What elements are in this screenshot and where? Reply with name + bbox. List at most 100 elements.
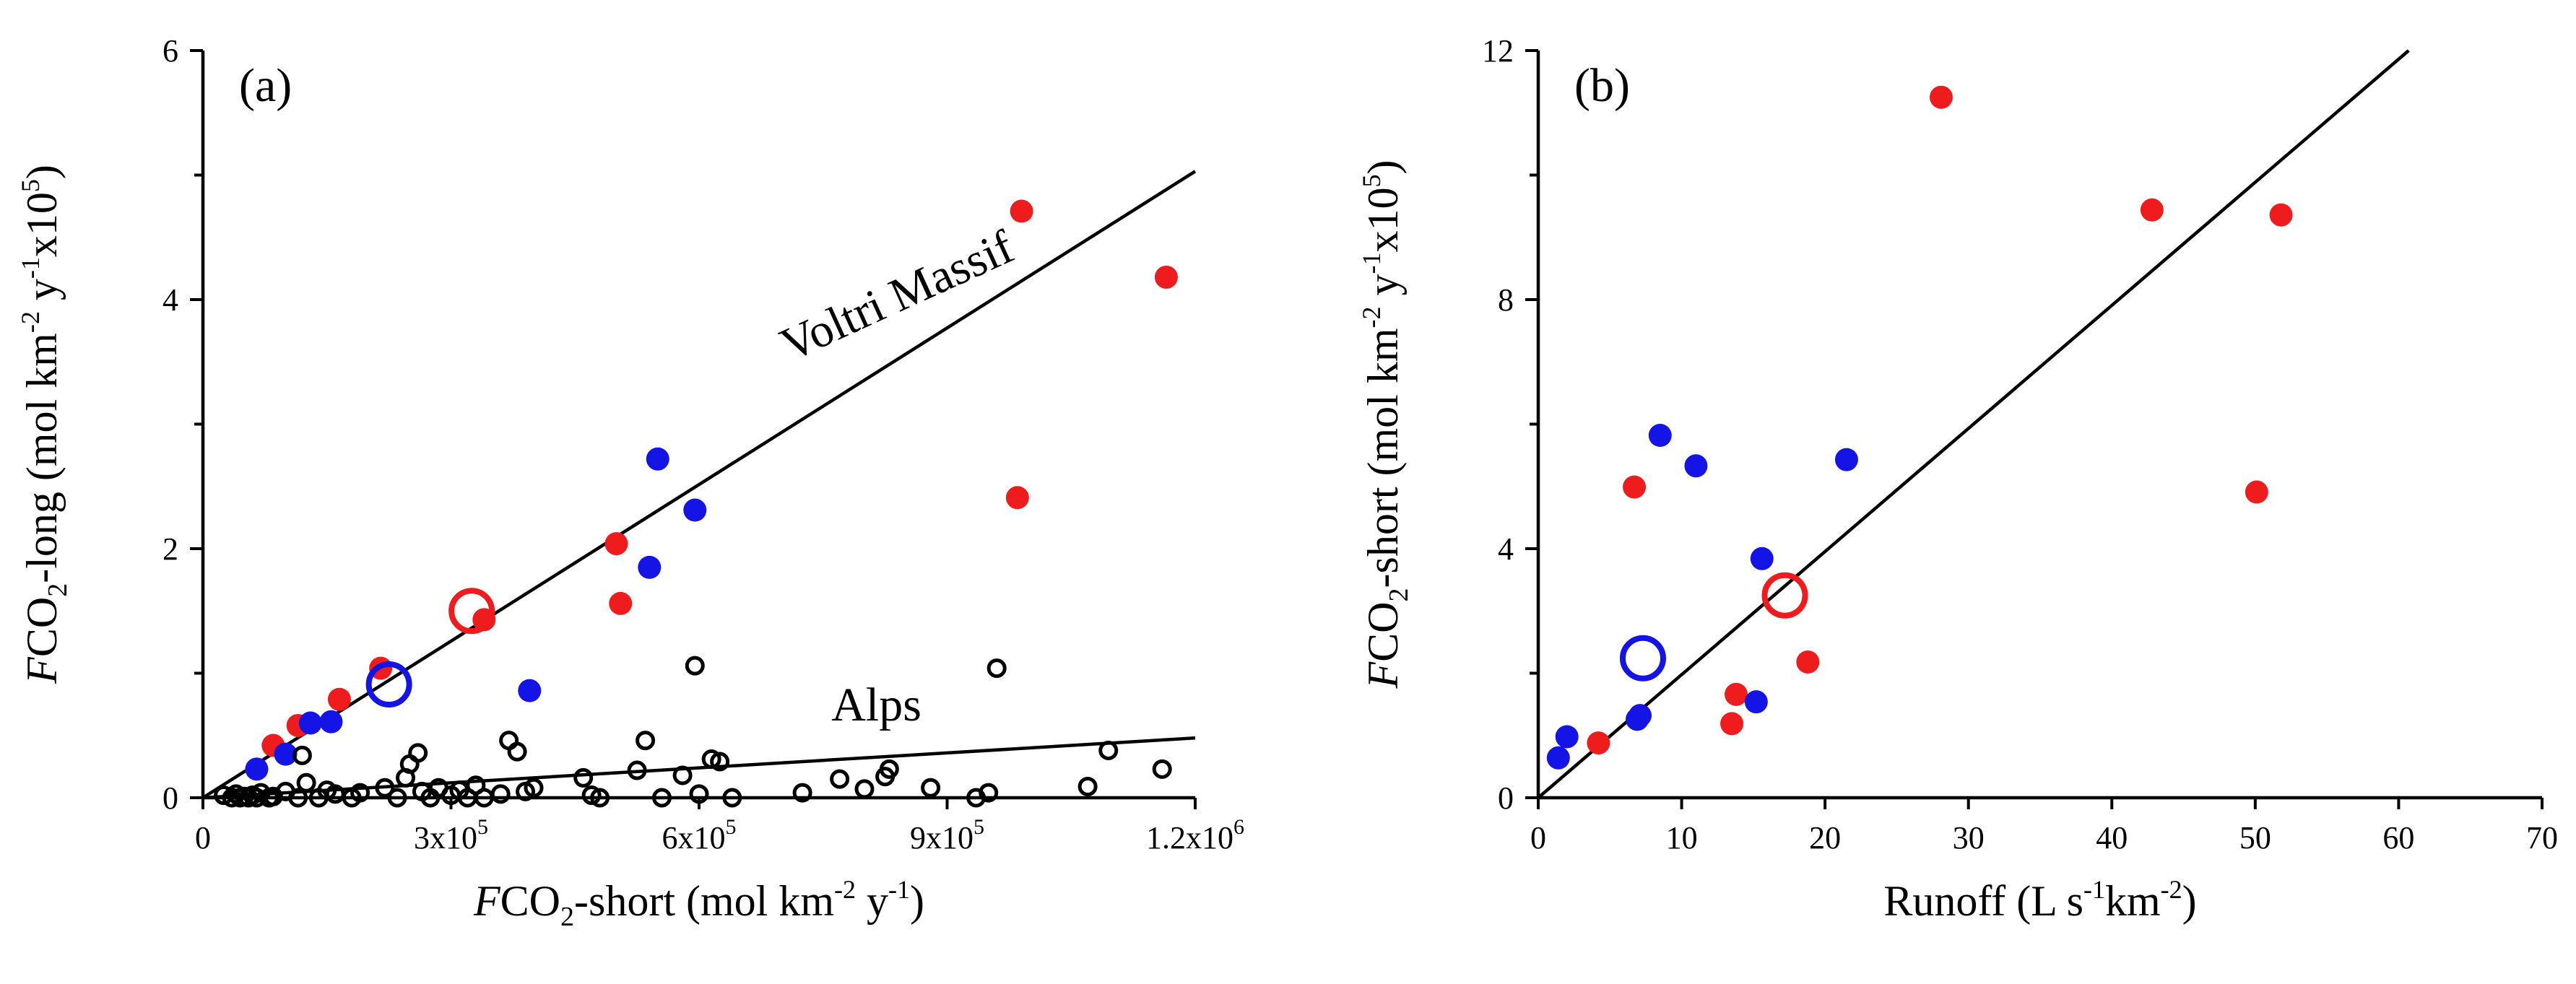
chart-b-point-blue-mean [1619, 635, 1666, 682]
chart-b-point-red [2140, 198, 2164, 222]
chart-a-point-alps [1098, 740, 1119, 760]
chart-a-fit-label: Voltri Massif [773, 220, 1022, 372]
chart-a-x-tick-label: 9x105 [910, 815, 984, 855]
chart-a-point-blue [518, 679, 542, 702]
chart-b-point-red [1725, 682, 1748, 706]
chart-a-point-alps [581, 785, 602, 806]
chart-a-point-alps [296, 772, 316, 793]
panel-a-axes: 0 2 4 6 0 3x105 6x105 9x105 1.2x106 [162, 33, 1244, 855]
chart-a-point-alps [636, 731, 656, 751]
chart-b-x-tick-label: 20 [1809, 820, 1841, 855]
panel-a-points [214, 199, 1178, 808]
chart-a-point-alps [590, 788, 610, 808]
chart-a-point-alps [408, 743, 428, 763]
panel-a-fit-lines [201, 170, 1197, 800]
chart-a-x-tick-label: 0 [195, 820, 211, 855]
chart-a-point-alps [375, 778, 395, 798]
chart-a-point-alps [288, 788, 308, 808]
chart-b-fit-line [1537, 49, 2410, 799]
chart-a-point-alps [490, 784, 511, 804]
chart-a-point-alps [921, 778, 941, 798]
chart-b-point-red [1587, 731, 1610, 755]
chart-a-point-alps [1077, 776, 1098, 796]
chart-b-point-red [2269, 203, 2293, 227]
chart-a-fit-label: Alps [831, 679, 921, 731]
chart-a-point-alps [627, 760, 647, 780]
chart-a-y-tick-label: 2 [162, 531, 178, 567]
chart-b-x-tick-label: 0 [1530, 820, 1546, 855]
chart-a-point-blue [646, 447, 669, 471]
chart-b-y-tick-label: 12 [1482, 33, 1514, 69]
chart-a-point-blue [245, 757, 269, 781]
chart-b-point-red [1796, 650, 1820, 674]
chart-b-point-red [1623, 475, 1647, 499]
chart-b-x-axis-label: Runoff (L s-1km-2) [1883, 875, 2196, 925]
chart-b-point-blue [1648, 424, 1672, 448]
chart-b-point-blue [1684, 454, 1708, 478]
chart-a-point-blue [683, 498, 707, 522]
chart-a-point-alps [507, 741, 527, 762]
panel-b-labels: Runoff (L s-1km-2) FCO2-short (mol km-2 y… [1357, 59, 2197, 925]
panel-b-points [1546, 85, 2293, 770]
chart-b-y-tick-label: 8 [1498, 282, 1514, 318]
chart-a-point-blue [274, 742, 298, 766]
chart-a-point-alps [387, 788, 407, 808]
chart-a-panel-label: (a) [239, 59, 292, 112]
chart-a-point-red [327, 687, 351, 711]
chart-a-fit-line [201, 170, 1197, 799]
chart-b-x-tick-label: 30 [1953, 820, 1985, 855]
chart-a-point-alps [986, 658, 1007, 679]
chart-a-point-alps [701, 749, 721, 770]
chart-b-point-red [2245, 480, 2268, 504]
chart-a-y-tick-label: 6 [162, 33, 178, 69]
chart-b-x-tick-label: 10 [1666, 820, 1698, 855]
chart-a-point-alps [292, 745, 312, 765]
chart-a-y-tick-label: 0 [162, 780, 178, 816]
chart-b-point-red-mean [1761, 572, 1808, 619]
chart-a-point-alps [722, 788, 742, 808]
chart-b-point-red [1929, 85, 1953, 109]
chart-b-point-blue [1628, 704, 1652, 728]
chart-b-y-tick-label: 4 [1498, 531, 1514, 567]
chart-a-x-axis-label: FCO2-short (mol km-2 y-1) [473, 875, 924, 932]
chart-a-point-alps [830, 769, 850, 789]
chart-a-y-tick-label: 4 [162, 282, 178, 318]
panel-a: 0 2 4 6 0 3x105 6x105 9x105 1.2x106 FCO2-short (… [16, 33, 1244, 932]
chart-a-point-alps [350, 783, 370, 803]
chart-b-x-tick-label: 60 [2382, 820, 2414, 855]
chart-a-x-tick-label: 6x105 [662, 815, 737, 855]
chart-a-point-red [604, 532, 628, 556]
chart-a-point-alps [792, 783, 812, 803]
chart-a-x-tick-label: 3x105 [414, 815, 488, 855]
chart-b-point-blue [1744, 690, 1768, 714]
chart-a-point-blue [298, 711, 322, 735]
chart-a-point-alps [854, 779, 875, 799]
chart-a-point-alps [879, 759, 899, 779]
panel-b-fit-lines [1537, 49, 2410, 799]
chart-b-x-tick-label: 70 [2526, 820, 2558, 855]
chart-b-point-blue [1546, 746, 1570, 770]
chart-b-x-tick-label: 50 [2239, 820, 2271, 855]
chart-a-y-axis-label: FCO2-long (mol km-2 y-1x105) [16, 165, 73, 684]
chart-a-point-red [1010, 199, 1033, 223]
chart-a-point-red [609, 591, 633, 615]
chart-a-point-alps [524, 778, 544, 798]
panel-b: 0 4 8 12 0 10 20 30 40 50 60 70 Runoff (L s-1km-2) F… [1357, 33, 2558, 925]
chart-a-point-alps [672, 765, 693, 785]
panel-b-axes: 0 4 8 12 0 10 20 30 40 50 60 70 [1482, 33, 2558, 855]
chart-b-y-tick-label: 0 [1498, 780, 1514, 816]
chart-a-point-alps [689, 784, 709, 804]
chart-b-point-blue [1834, 448, 1858, 471]
chart-a-point-alps [685, 656, 705, 676]
chart-a-x-tick-label: 1.2x106 [1146, 815, 1244, 855]
chart-b-y-axis-label: FCO2-short (mol km-2 y-1x105) [1357, 160, 1414, 689]
chart-b-x-tick-label: 40 [2096, 820, 2128, 855]
chart-b-panel-label: (b) [1574, 59, 1630, 112]
chart-a-point-alps [979, 783, 999, 803]
chart-a-point-blue [638, 555, 662, 579]
chart-a-point-alps [573, 767, 594, 788]
chart-a-point-alps [1152, 759, 1172, 779]
chart-b-point-blue [1750, 547, 1774, 570]
chart-b-point-red [1720, 712, 1744, 736]
